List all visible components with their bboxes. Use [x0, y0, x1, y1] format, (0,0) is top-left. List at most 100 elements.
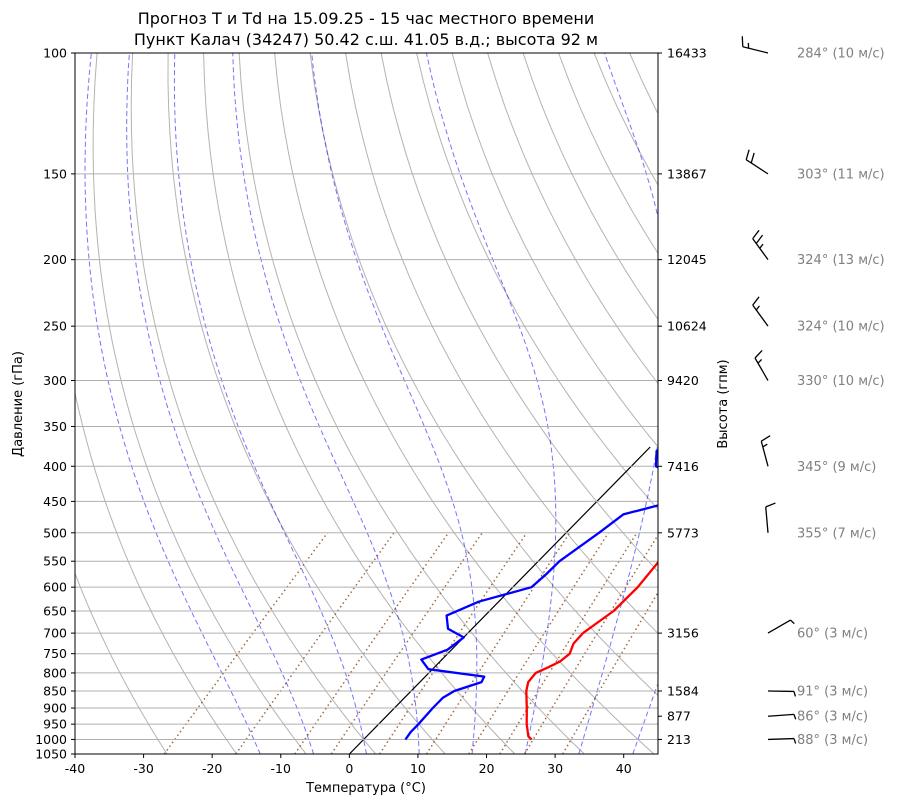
y-ticks: 100 150 200 250 300 350 400 450 500 550 600 650 700 7… — [35, 46, 75, 762]
wind-barb-flag — [750, 152, 755, 164]
wind-barb-staff — [752, 304, 769, 327]
height-tick-label: 7416 — [667, 459, 699, 474]
wind-barb-flag — [757, 358, 763, 364]
y-tick-label: 800 — [43, 665, 67, 680]
y-tick-label: 900 — [43, 701, 67, 716]
wind-barb-flag — [793, 714, 797, 720]
height-tick-label: 10624 — [667, 319, 707, 334]
y-tick-label: 600 — [43, 580, 67, 595]
wind-barb-flag — [752, 229, 760, 240]
dry-adiabat — [130, 53, 377, 754]
wind-barb-staff — [767, 619, 791, 634]
wind-label: 88° (3 м/с) — [797, 733, 868, 748]
moist-adiabat — [311, 53, 478, 754]
wind-barb — [765, 502, 776, 533]
y-tick-label: 150 — [43, 166, 67, 181]
chart-title-line1: Прогноз T и Td на 15.09.25 - 15 час мест… — [138, 9, 594, 28]
wind-barb-flag — [793, 738, 797, 744]
y-tick-label: 650 — [43, 604, 67, 619]
dry-adiabat — [416, 53, 658, 511]
dry-adiabat — [345, 53, 658, 635]
x-tick-label: 10 — [410, 761, 426, 776]
wind-barb-flag — [759, 243, 764, 249]
mixing-ratio-line — [235, 532, 395, 754]
wind-barb — [741, 36, 769, 54]
wind-barb — [767, 737, 797, 744]
mixing-ratio-line — [330, 532, 483, 754]
x-tick-label: -40 — [65, 761, 85, 776]
dry-adiabat — [167, 53, 446, 754]
x-tick-label: 20 — [479, 761, 495, 776]
wind-barb — [745, 149, 769, 175]
wind-barb-flag — [790, 619, 795, 625]
plot-frame — [74, 52, 659, 755]
dry-adiabat — [736, 53, 900, 754]
wind-barb-flag — [755, 305, 760, 311]
background-lines — [75, 53, 900, 754]
y-tick-label: 550 — [43, 554, 67, 569]
height-ticks: 16433 13867 12045 10624 9420 7416 5773 3156 1584… — [658, 46, 707, 747]
wind-label: 91° (3 м/с) — [797, 685, 868, 700]
height-tick-label: 12045 — [667, 252, 707, 267]
x-tick-label: -20 — [202, 761, 222, 776]
dry-adiabat — [75, 572, 168, 754]
dry-adiabat — [629, 53, 658, 115]
height-tick-label: 13867 — [667, 166, 707, 181]
x-tick-label: -10 — [271, 761, 291, 776]
height-axis-label: Высота (гпм) — [716, 359, 731, 448]
y-tick-label: 1050 — [35, 747, 67, 762]
wind-barbs: 284° (10 м/с) 303° (11 м/с) 324° (13 м/с) 3… — [741, 36, 885, 748]
temperature-line — [525, 560, 658, 741]
dry-adiabat — [772, 53, 900, 754]
dry-adiabat — [75, 390, 238, 754]
wind-label: 86° (3 м/с) — [797, 710, 868, 725]
moist-adiabat — [232, 53, 420, 754]
y-tick-label: 950 — [43, 717, 67, 732]
y-tick-label: 1000 — [35, 732, 67, 747]
wind-barb-staff — [742, 46, 769, 54]
dry-adiabat — [380, 53, 658, 573]
dry-adiabat — [522, 53, 658, 321]
wind-barb-flag — [754, 349, 763, 359]
y-tick-label: 850 — [43, 684, 67, 699]
height-tick-label: 16433 — [667, 46, 707, 61]
mixing-ratio-line — [425, 532, 571, 754]
wind-label: 60° (3 м/с) — [797, 627, 868, 642]
wind-barb-flag — [762, 443, 768, 448]
y-tick-label: 450 — [43, 494, 67, 509]
wind-label: 303° (11 м/с) — [797, 167, 885, 182]
dry-adiabat — [92, 53, 307, 754]
mixing-ratio-line — [468, 532, 610, 754]
mixing-ratio-line — [562, 591, 658, 754]
y-tick-label: 300 — [43, 373, 67, 388]
dry-adiabat — [843, 53, 900, 754]
y-tick-label: 400 — [43, 459, 67, 474]
wind-barb — [754, 349, 769, 381]
height-tick-label: 213 — [667, 732, 691, 747]
dry-adiabat — [878, 53, 900, 754]
moist-adiabat — [632, 682, 658, 754]
y-tick-label: 200 — [43, 252, 67, 267]
wind-label: 324° (13 м/с) — [797, 253, 885, 268]
moist-adiabat — [578, 53, 658, 754]
wind-barb-flag — [745, 149, 750, 160]
wind-barb-flag — [793, 691, 797, 697]
wind-barb — [767, 619, 795, 634]
y-tick-label: 350 — [43, 419, 67, 434]
wind-barb-staff — [767, 737, 795, 741]
mixing-ratio-line — [294, 532, 450, 754]
wind-barb-staff — [752, 238, 769, 261]
wind-barb — [752, 296, 769, 327]
wind-barb — [760, 435, 771, 467]
wind-barb-flag — [760, 435, 771, 442]
dry-adiabat — [807, 53, 900, 754]
wind-barb-flag — [755, 234, 764, 244]
pressure-gridlines — [75, 52, 658, 755]
dry-adiabat — [487, 53, 658, 385]
profile-lines — [404, 449, 658, 741]
height-tick-label: 3156 — [667, 626, 699, 641]
dewpoint-line — [404, 449, 658, 741]
moist-adiabat — [425, 53, 557, 754]
y-tick-label: 750 — [43, 646, 67, 661]
